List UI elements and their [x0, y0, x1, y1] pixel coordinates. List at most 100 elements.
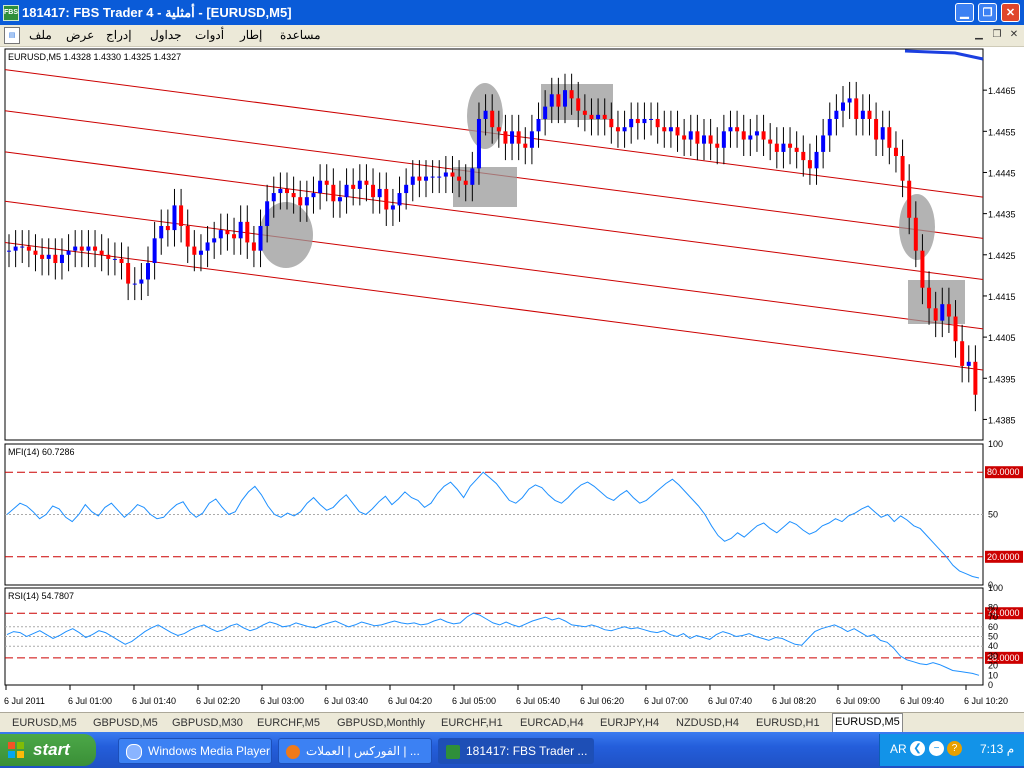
tab-eurusd-h1[interactable]: EURUSD,H1 — [756, 717, 820, 729]
time-axis-label: 6 Jul 09:40 — [900, 696, 944, 706]
tab-gbpusd-monthly[interactable]: GBPUSD,Monthly — [337, 717, 426, 729]
menu-window[interactable]: إطار — [240, 28, 263, 42]
indicator-axis-label: 100 — [988, 439, 1003, 449]
candle-bear — [291, 193, 296, 198]
mdi-close-icon[interactable]: ✕ — [1009, 29, 1019, 40]
candle-bull — [940, 304, 945, 321]
candle-bull — [311, 193, 316, 198]
price-axis-label: 1.4425 — [988, 251, 1016, 261]
chart-document-icon[interactable]: ▤ — [4, 27, 20, 44]
indicator-title-2: RSI(14) 54.7807 — [8, 591, 74, 601]
restore-button[interactable]: ❐ — [978, 3, 997, 22]
candle-bull — [377, 188, 382, 198]
tab-gbpusd-m5[interactable]: GBPUSD,M5 — [93, 717, 158, 729]
candle-bull — [212, 238, 217, 243]
menu-file[interactable]: ملف — [29, 28, 52, 42]
candle-bull — [73, 246, 78, 251]
candle-bear — [192, 246, 197, 255]
candle-bear — [761, 131, 766, 140]
candle-bull — [132, 283, 137, 285]
mdi-restore-icon[interactable]: ❐ — [992, 29, 1002, 40]
indicator-level-badge — [985, 466, 1023, 479]
price-axis-label: 1.4385 — [988, 415, 1016, 425]
candle-bear — [675, 127, 680, 136]
price-axis-label: 1.4445 — [988, 168, 1016, 178]
candle-bear — [801, 151, 806, 161]
menu-charts[interactable]: جداول — [150, 28, 182, 42]
back-icon[interactable]: ❮ — [910, 741, 925, 756]
task-media-player-label: Windows Media Player — [148, 744, 271, 758]
candle-bear — [119, 258, 124, 264]
candle-bear — [285, 188, 289, 194]
menu-help[interactable]: مساعدة — [280, 28, 321, 42]
candle-bear — [960, 341, 965, 366]
indicator-axis-label: 30 — [988, 651, 998, 661]
candle-bull — [146, 263, 150, 280]
candle-bull — [629, 118, 634, 128]
time-axis-label: 6 Jul 07:00 — [644, 696, 688, 706]
chart-canvas[interactable]: 1.4465 1.4455 1.4445 1.4435 1.4425 1.4415 1.44… — [0, 47, 1024, 712]
chart-window[interactable]: 1.4465 1.4455 1.4445 1.4435 1.4425 1.4415 1.44… — [0, 47, 1024, 712]
tab-eurchf-h1[interactable]: EURCHF,H1 — [441, 717, 503, 729]
minus-icon[interactable]: − — [929, 741, 944, 756]
candle-bear — [927, 287, 932, 309]
candle-bull — [549, 94, 554, 107]
indicator-axis-label: 10 — [988, 670, 998, 680]
tab-eurjpy-h4[interactable]: EURJPY,H4 — [600, 717, 660, 729]
candle-bear — [854, 98, 859, 119]
task-metatrader[interactable]: 181417: FBS Trader ... — [438, 738, 594, 764]
help-icon[interactable]: ? — [947, 741, 962, 756]
tab-gbpusd-m30[interactable]: GBPUSD,M30 — [172, 717, 243, 729]
candle-bull — [847, 98, 852, 103]
candle-bear — [93, 246, 98, 251]
candle-bull — [258, 225, 263, 251]
tab-eurusd-m5-active[interactable]: EURUSD,M5 — [832, 713, 903, 732]
candle-bear — [893, 147, 898, 157]
indicator-axis-label: 50 — [988, 510, 998, 520]
price-axis-label: 1.4435 — [988, 210, 1016, 220]
candle-bull — [46, 254, 51, 259]
candle-bear — [609, 118, 614, 128]
candle-bear — [26, 246, 31, 251]
minimize-button[interactable]: ▁ — [955, 3, 974, 22]
candle-bear — [245, 221, 250, 243]
tab-eurchf-m5[interactable]: EURCHF,M5 — [257, 717, 320, 729]
candle-bear — [682, 135, 687, 140]
candle-bull — [66, 250, 71, 255]
mdi-minimize-icon[interactable]: ▁ — [975, 29, 983, 40]
start-button[interactable]: start — [0, 734, 96, 766]
candle-bear — [463, 180, 468, 185]
tab-eurcad-h4[interactable]: EURCAD,H4 — [520, 717, 584, 729]
language-indicator[interactable]: AR — [890, 742, 907, 756]
indicator-level-label: 74.0000 — [987, 608, 1020, 618]
title-bar[interactable]: FBS 181417: FBS Trader 4 - أمثلية - [EUR… — [0, 0, 1024, 25]
menu-insert[interactable]: إدراج — [106, 28, 132, 42]
task-media-player[interactable]: Windows Media Player — [118, 738, 272, 764]
candle-bear — [695, 131, 700, 144]
tab-nzdusd-h4[interactable]: NZDUSD,H4 — [676, 717, 739, 729]
menu-tools[interactable]: أدوات — [195, 28, 225, 42]
time-axis-label: 6 Jul 2011 — [4, 696, 45, 706]
candle-bull — [344, 184, 349, 198]
menu-view[interactable]: عرض — [66, 28, 95, 42]
close-button[interactable]: ✕ — [1001, 3, 1020, 22]
clock: 7:13 م — [980, 742, 1015, 756]
candle-bear — [496, 127, 501, 132]
minimize-icon: ▁ — [960, 7, 969, 19]
indicator-title-1: MFI(14) 60.7286 — [8, 447, 75, 457]
candle-bear — [225, 230, 230, 235]
candle-bear — [457, 176, 462, 181]
candle-bear — [582, 110, 587, 115]
time-axis-label: 6 Jul 03:00 — [260, 696, 304, 706]
candle-bull — [397, 193, 402, 206]
indicator-level-badge — [985, 550, 1023, 563]
candle-bear — [589, 114, 594, 119]
task-firefox[interactable]: الفوركس | العملات | ... — [278, 738, 432, 764]
candle-bear — [807, 160, 812, 169]
candle-bull — [642, 118, 647, 124]
candle-bull — [238, 221, 243, 239]
regression-channel-line — [4, 151, 984, 280]
task-metatrader-label: 181417: FBS Trader ... — [466, 744, 588, 758]
time-axis-label: 6 Jul 10:20 — [964, 696, 1008, 706]
tab-eurusd-m5[interactable]: EURUSD,M5 — [12, 717, 77, 729]
